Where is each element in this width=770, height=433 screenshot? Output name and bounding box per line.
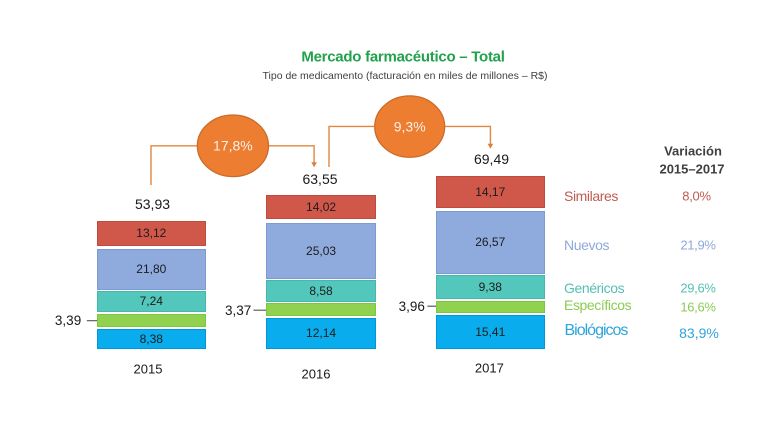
svg-text:17,8%: 17,8% [213, 138, 253, 154]
svg-text:9,3%: 9,3% [394, 118, 426, 134]
